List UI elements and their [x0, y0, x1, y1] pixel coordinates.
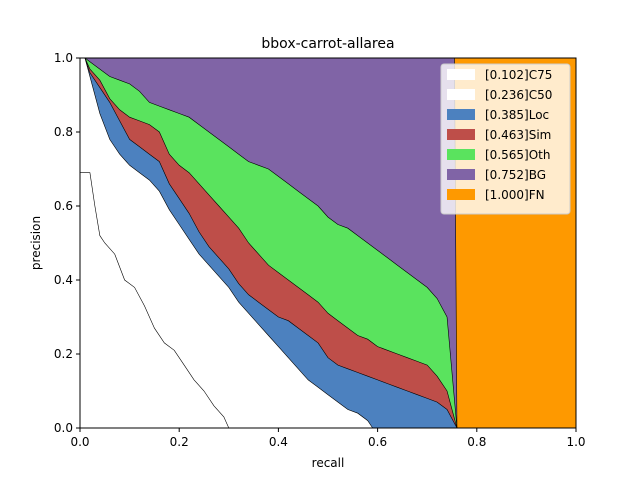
- boundary-oth: [80, 57, 458, 429]
- legend-label-fn: [1.000]FN: [485, 188, 545, 202]
- y-axis-label: precision: [29, 216, 43, 270]
- legend-swatch-c75: [447, 69, 475, 80]
- y-tick-label: 0.4: [54, 273, 73, 287]
- plot-frame: [79, 57, 577, 429]
- y-tick-label: 0.8: [54, 125, 73, 139]
- x-axis-ticks: 0.0 0.2 0.4 0.6 0.8 1.0: [70, 428, 586, 449]
- boundary-sim: [80, 57, 458, 429]
- y-tick-label: 0.2: [54, 347, 73, 361]
- legend-swatch-oth: [447, 149, 475, 160]
- x-tick-label: 0.8: [467, 435, 486, 449]
- legend-swatch-c50: [447, 89, 475, 100]
- y-tick-label: 1.0: [54, 51, 73, 65]
- boundary-c75: [80, 172, 230, 429]
- legend-swatch-bg: [447, 169, 475, 180]
- area-c75: [80, 172, 229, 428]
- x-axis-label: recall: [312, 456, 345, 470]
- y-tick-label: 0.6: [54, 199, 73, 213]
- legend-label-bg: [0.752]BG: [485, 168, 546, 182]
- boundary-loc: [80, 57, 458, 429]
- legend-label-loc: [0.385]Loc: [485, 108, 549, 122]
- x-tick-label: 0.2: [170, 435, 189, 449]
- y-tick-label: 0.0: [54, 421, 73, 435]
- legend-label-c75: [0.102]C75: [485, 68, 552, 82]
- legend-swatch-loc: [447, 109, 475, 120]
- chart-title: bbox-carrot-allarea: [261, 36, 394, 52]
- legend-label-c50: [0.236]C50: [485, 88, 552, 102]
- legend: [0.102]C75 [0.236]C50 [0.385]Loc [0.463]Sim…: [440, 63, 571, 215]
- legend-swatch-fn: [447, 189, 475, 200]
- legend-label-oth: [0.565]Oth: [485, 148, 550, 162]
- x-tick-label: 0.6: [368, 435, 387, 449]
- y-axis-ticks: 0.0 0.2 0.4 0.6 0.8 1.0: [54, 51, 80, 435]
- boundary-c50: [80, 57, 373, 429]
- area-layers: [80, 58, 576, 428]
- x-tick-label: 0.4: [269, 435, 288, 449]
- legend-swatch-sim: [447, 129, 475, 140]
- x-tick-label: 0.0: [70, 435, 89, 449]
- legend-label-sim: [0.463]Sim: [485, 128, 551, 142]
- x-tick-label: 1.0: [566, 435, 585, 449]
